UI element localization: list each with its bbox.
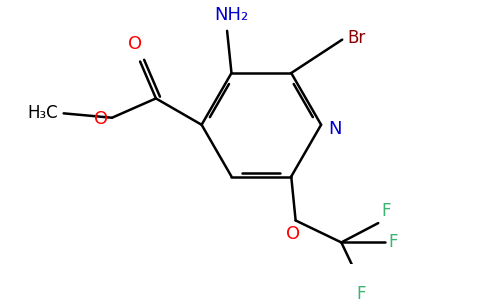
Text: F: F [389,233,398,251]
Text: H₃C: H₃C [28,104,59,122]
Text: O: O [128,35,142,53]
Text: N: N [328,120,342,138]
Text: O: O [286,225,300,243]
Text: F: F [356,285,365,300]
Text: NH₂: NH₂ [214,6,249,24]
Text: Br: Br [348,29,366,47]
Text: F: F [382,202,391,220]
Text: O: O [94,110,108,128]
